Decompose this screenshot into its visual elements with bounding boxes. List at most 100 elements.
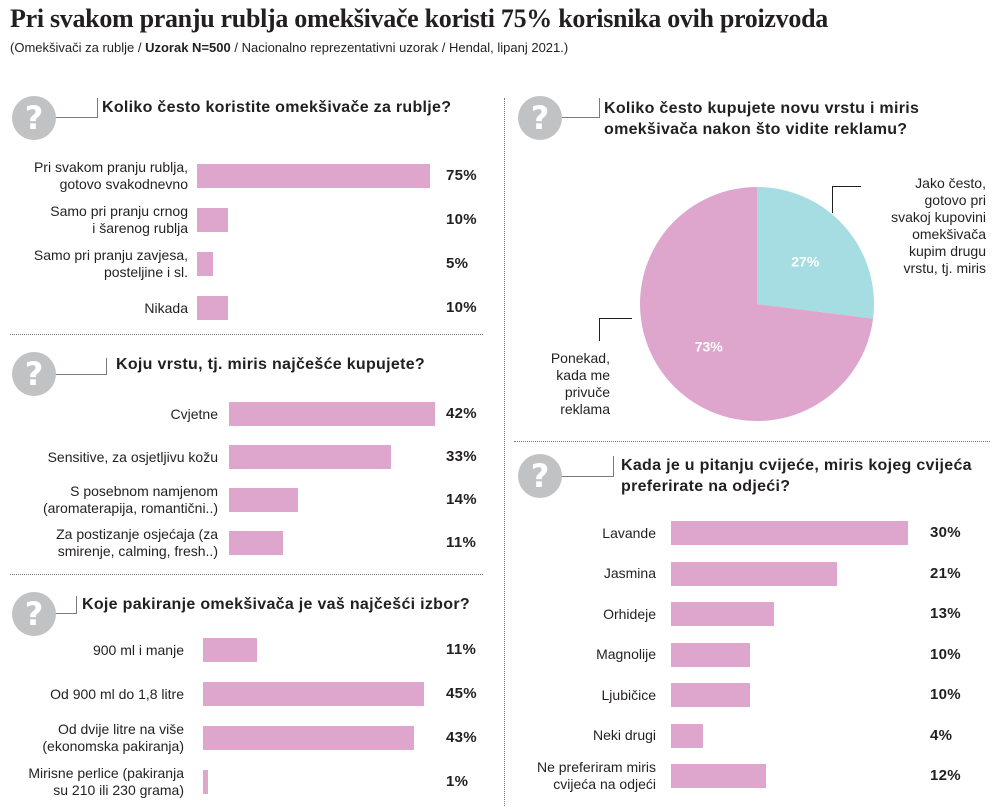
- bar-category-label: Sensitive, za osjetljivu kožu: [47, 448, 218, 465]
- question-connector: [562, 117, 600, 118]
- bar-value-label: 21%: [930, 564, 961, 582]
- bar-category-label: Lavande: [602, 524, 656, 541]
- bar: [671, 561, 837, 586]
- question-connector: [56, 117, 98, 118]
- bar-category-label: Orhideje: [603, 605, 656, 622]
- bar: [197, 252, 213, 276]
- pie-legend-sometimes: Ponekad, kada me privuče reklama: [550, 350, 610, 417]
- question-connector: [97, 98, 98, 118]
- question-connector: [56, 613, 76, 614]
- section-divider-2: [10, 574, 483, 575]
- bar: [671, 602, 774, 626]
- bar-category-label: Ne preferiram miris cvijeća na odjeći: [536, 759, 656, 792]
- bar: [203, 770, 208, 794]
- page-title: Pri svakom pranju rublja omekšivače kori…: [10, 4, 828, 33]
- question-5-title: Kada je u pitanju cvijeće, miris kojeg c…: [621, 457, 972, 495]
- bar-value-label: 11%: [446, 534, 477, 551]
- question-connector: [613, 456, 614, 477]
- bar-category-label: Neki drugi: [592, 727, 656, 743]
- question-icon: ?: [518, 96, 562, 140]
- bar: [671, 723, 703, 748]
- bar-category-label: Pri svakom pranju rublja, gotovo svakodn…: [33, 159, 188, 192]
- bar-category-label: Od dvije litre na više (ekonomska pakira…: [42, 721, 184, 754]
- question-icon: ?: [518, 454, 562, 498]
- bar: [197, 296, 228, 320]
- bar-row: Samo pri pranju crnog i šarenog rublja 10…: [0, 200, 994, 240]
- question-3-title: Koje pakiranje omekšivača je vaš najčešć…: [82, 596, 470, 613]
- bar-category-label: Samo pri pranju zavjesa, posteljine i sl…: [33, 247, 188, 280]
- bar-category-label: Magnolije: [596, 646, 656, 662]
- bar: [671, 521, 908, 545]
- bar-category-label: Za postizanje osjećaja (za smirenje, cal…: [56, 526, 218, 559]
- bar-value-label: 10%: [930, 645, 961, 663]
- section-divider-3: [514, 441, 990, 442]
- bar-category-label: Cvjetne: [170, 405, 218, 422]
- bar-category-label: Samo pri pranju crnog i šarenog rublja: [50, 203, 188, 236]
- pie-slice-label: 73%: [695, 339, 724, 355]
- bar-value-label: 30%: [930, 524, 961, 541]
- bar-row: Sensitive, za osjetljivu kožu 33%: [0, 437, 994, 477]
- bar: [229, 445, 391, 469]
- bar-row: Pri svakom pranju rublja, gotovo svakodn…: [0, 156, 994, 196]
- subtitle: (Omekšivači za rublje / Uzorak N=500 / N…: [10, 40, 568, 55]
- bar: [229, 488, 298, 512]
- bar-category-label: Od 900 ml do 1,8 litre: [50, 685, 184, 702]
- bar-row: Magnolije 10%: [0, 635, 994, 675]
- pie-slice: [757, 187, 874, 319]
- bar: [671, 764, 766, 788]
- subtitle-sample: Uzorak N=500: [145, 40, 231, 55]
- column-divider: [504, 98, 505, 806]
- bar-row: Mirisne perlice (pakiranja su 210 ili 23…: [0, 762, 994, 802]
- question-connector: [106, 358, 107, 375]
- bar-value-label: 12%: [930, 767, 961, 784]
- bar-value-label: 14%: [446, 491, 477, 508]
- question-connector: [56, 374, 106, 375]
- bar-row: Nikada 10%: [0, 288, 994, 328]
- question-connector: [562, 476, 614, 477]
- question-4-title: Koliko često kupujete novu vrstu i miris…: [604, 100, 920, 138]
- bar-category-label: 900 ml i manje: [92, 641, 184, 658]
- bar-category-label: Mirisne perlice (pakiranja su 210 ili 23…: [28, 765, 184, 798]
- bar-row: Od dvije litre na više (ekonomska pakira…: [0, 718, 994, 758]
- bar-value-label: 4%: [930, 726, 953, 744]
- bar-row: Cvjetne 42%: [0, 394, 994, 434]
- bar-value-label: 5%: [446, 255, 469, 272]
- subtitle-source: (Omekšivači za rublje /: [10, 40, 146, 55]
- pie-slice: [640, 187, 874, 421]
- question-icon: ?: [12, 592, 56, 636]
- bar-row: 900 ml i manje 11%: [0, 630, 994, 670]
- question-connector: [599, 98, 600, 118]
- question-connector: [76, 596, 77, 614]
- question-icon: ?: [12, 352, 56, 396]
- bar-row: Ne preferiram miris cvijeća na odjeći 12%: [0, 756, 994, 796]
- bar-row: Jasmina 21%: [0, 554, 994, 594]
- pie-legend-often: Jako često, gotovo pri svakoj kupovini o…: [891, 175, 986, 276]
- bar-value-label: 43%: [446, 729, 477, 746]
- pie-slice-label: 27%: [791, 253, 820, 269]
- bar-value-label: 1%: [446, 773, 469, 790]
- question-icon: ?: [12, 96, 56, 140]
- bar: [203, 682, 424, 706]
- bar-value-label: 33%: [446, 448, 477, 465]
- bar-category-label: S posebnom namjenom (aromaterapija, roma…: [42, 483, 218, 516]
- bar: [671, 683, 750, 707]
- bar: [197, 164, 430, 188]
- section-divider-1: [10, 334, 483, 335]
- bar-row: Lavande 30%: [0, 513, 994, 553]
- bar-row: S posebnom namjenom (aromaterapija, roma…: [0, 480, 994, 520]
- bar-row: Samo pri pranju zavjesa, posteljine i sl…: [0, 244, 994, 284]
- bar: [229, 531, 283, 555]
- bar: [229, 402, 435, 426]
- subtitle-details: / Nacionalno reprezentativni uzorak / He…: [230, 40, 569, 55]
- pie-callout-line: [599, 318, 632, 341]
- bar-row: Orhideje 13%: [0, 594, 994, 634]
- bar-row: Od 900 ml do 1,8 litre 45%: [0, 674, 994, 714]
- bar-value-label: 75%: [446, 167, 477, 184]
- bar-value-label: 10%: [446, 211, 477, 228]
- bar-row: Ljubičice 10%: [0, 675, 994, 715]
- bar: [671, 642, 750, 667]
- bar-category-label: Ljubičice: [601, 686, 656, 703]
- bar-value-label: 10%: [930, 686, 961, 703]
- bar: [203, 638, 257, 662]
